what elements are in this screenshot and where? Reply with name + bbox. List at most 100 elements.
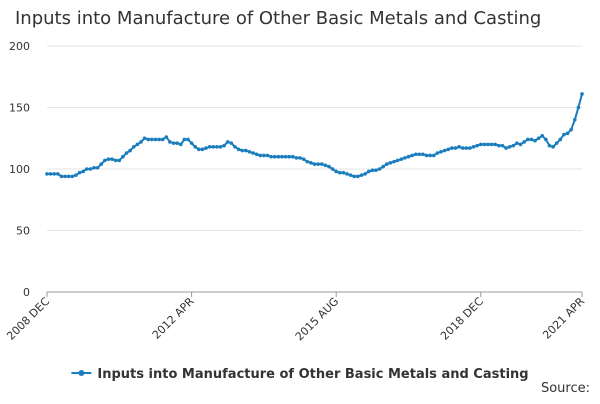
point [276, 154, 281, 159]
point [121, 154, 125, 159]
point [489, 142, 494, 147]
point [110, 157, 114, 161]
point [153, 137, 158, 142]
point [215, 145, 219, 149]
point [150, 137, 154, 142]
point [323, 163, 328, 168]
point [171, 141, 176, 145]
point [251, 151, 255, 155]
point [99, 162, 104, 166]
point [193, 145, 198, 149]
point [312, 162, 317, 166]
point [207, 145, 212, 149]
legend-label: Inputs into Manufacture of Other Basic M… [97, 367, 528, 382]
point [294, 156, 299, 160]
point [204, 146, 208, 150]
point [244, 148, 248, 153]
point [453, 146, 458, 150]
point [417, 152, 422, 157]
y-tick-label: 50 [16, 225, 30, 238]
point [48, 172, 53, 176]
point [395, 158, 400, 163]
point [442, 148, 447, 153]
point [45, 172, 49, 176]
point [175, 141, 179, 145]
point [316, 162, 320, 166]
point [157, 137, 161, 142]
point [352, 174, 357, 179]
point [366, 169, 371, 174]
point [410, 153, 414, 158]
point [309, 161, 313, 165]
point [540, 133, 545, 138]
point [504, 146, 508, 150]
point [486, 142, 490, 147]
point [131, 145, 136, 149]
point [428, 153, 432, 158]
point [182, 137, 187, 142]
point [301, 157, 306, 161]
point [103, 158, 107, 163]
point [327, 164, 331, 169]
point [551, 145, 555, 149]
x-tick-label: 2018 DEC [438, 295, 486, 343]
point [63, 174, 67, 179]
point [52, 172, 57, 176]
point [66, 174, 71, 179]
point [348, 173, 353, 177]
point [88, 167, 93, 171]
point [291, 154, 295, 159]
point [439, 149, 443, 154]
point [572, 118, 577, 122]
point [529, 137, 534, 142]
point [218, 145, 223, 149]
point [254, 152, 259, 157]
point [421, 152, 425, 157]
x-tick-label: 2012 APR [150, 295, 197, 342]
point [525, 137, 530, 142]
y-tick-label: 150 [9, 102, 30, 115]
point [298, 156, 302, 160]
point [460, 146, 465, 150]
point [334, 169, 338, 174]
point [547, 143, 552, 148]
point [262, 153, 266, 158]
point [225, 140, 230, 144]
point [341, 170, 346, 175]
point [522, 140, 526, 144]
point [384, 162, 389, 166]
point [464, 146, 469, 150]
point [92, 165, 96, 170]
point [272, 154, 277, 159]
y-tick-label: 100 [9, 163, 30, 176]
point [124, 151, 129, 155]
point [84, 167, 89, 171]
point [233, 145, 237, 149]
point [424, 153, 429, 158]
point [189, 141, 194, 145]
point [533, 138, 537, 143]
point [70, 174, 75, 179]
source: Source: [541, 381, 590, 396]
point [160, 137, 165, 142]
point [536, 136, 541, 141]
point [319, 162, 324, 166]
point [497, 143, 501, 148]
point [280, 154, 284, 159]
y-tick-label: 0 [23, 286, 30, 299]
chart-title: Inputs into Manufacture of Other Basic M… [15, 8, 541, 29]
point [113, 158, 118, 163]
point [164, 135, 169, 139]
point [77, 170, 82, 175]
point [515, 141, 519, 145]
point [56, 172, 60, 176]
point [392, 159, 396, 164]
point [200, 147, 205, 152]
point [482, 142, 487, 147]
point [471, 145, 476, 149]
point [81, 169, 85, 174]
point [500, 143, 505, 148]
point [178, 142, 183, 147]
point [74, 173, 78, 177]
point [413, 152, 418, 157]
